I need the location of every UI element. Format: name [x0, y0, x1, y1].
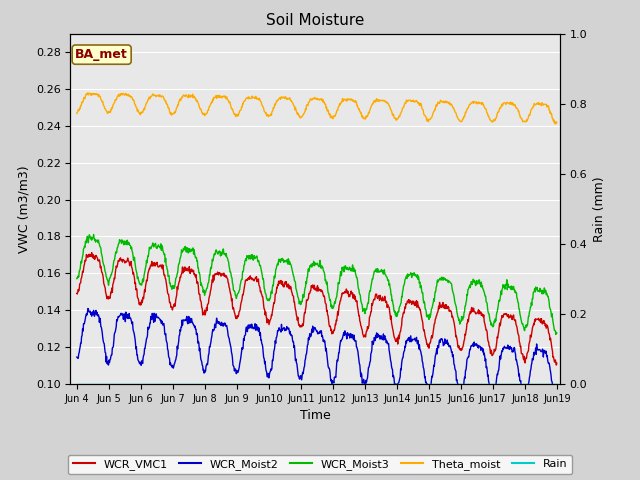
X-axis label: Time: Time [300, 409, 331, 422]
Text: BA_met: BA_met [76, 48, 128, 61]
Y-axis label: VWC (m3/m3): VWC (m3/m3) [17, 165, 30, 252]
Legend: WCR_VMC1, WCR_Moist2, WCR_Moist3, Theta_moist, Rain: WCR_VMC1, WCR_Moist2, WCR_Moist3, Theta_… [68, 455, 572, 474]
Title: Soil Moisture: Soil Moisture [266, 13, 364, 28]
Y-axis label: Rain (mm): Rain (mm) [593, 176, 606, 241]
